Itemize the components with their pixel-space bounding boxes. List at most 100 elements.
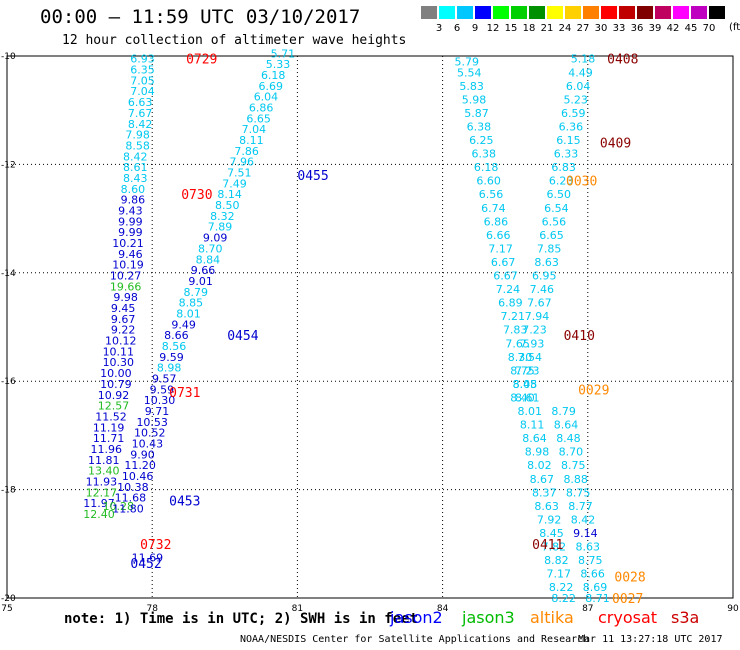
- color-scale-swatch: [493, 6, 510, 19]
- swh-value: 7.54: [517, 351, 542, 364]
- swh-value: 10.00: [100, 367, 132, 380]
- swh-value: 8.02: [527, 459, 552, 472]
- swh-value: 6.36: [559, 120, 584, 133]
- swh-value: 6.25: [469, 134, 494, 147]
- swh-value: 8.85: [179, 297, 204, 310]
- x-tick-label: 81: [292, 604, 303, 614]
- swh-value: 7.82: [542, 541, 567, 554]
- swh-value: 11.52: [95, 410, 127, 423]
- swh-value: 6.18: [474, 161, 499, 174]
- swh-value: 10.19: [112, 259, 144, 272]
- swh-value: 8.60: [121, 183, 146, 196]
- swh-value: 6.50: [547, 188, 572, 201]
- y-tick-label: -14: [1, 269, 16, 279]
- color-scale-tick: 18: [522, 23, 536, 34]
- swh-value: 6.59: [561, 107, 586, 120]
- swh-value: 6.74: [481, 202, 506, 215]
- swh-value: 10.27: [110, 270, 142, 283]
- swh-value: 9.90: [130, 448, 155, 461]
- y-tick-label: -12: [1, 160, 16, 170]
- swh-value: 8.75: [566, 486, 591, 499]
- swh-value: 5.54: [457, 66, 482, 79]
- page-title: 00:00 — 11:59 UTC 03/10/2017: [40, 6, 361, 28]
- swh-value: 9.09: [203, 232, 228, 245]
- swh-value: 8.71: [585, 592, 610, 605]
- swh-value: 8.22: [549, 581, 574, 594]
- y-tick-label: -18: [1, 486, 16, 496]
- swh-value: 8.42: [123, 150, 148, 163]
- swh-value: 6.69: [259, 80, 284, 93]
- swh-value: 9.57: [152, 372, 177, 385]
- swh-value: 7.96: [229, 156, 254, 169]
- swh-value: 6.86: [249, 101, 274, 114]
- swh-value: 8.66: [580, 568, 605, 581]
- color-scale-swatch: [511, 6, 528, 19]
- swh-value: 8.37: [532, 486, 557, 499]
- swh-value: 10.12: [105, 335, 137, 348]
- swh-value: 6.04: [254, 91, 279, 104]
- color-scale-swatch: [421, 6, 438, 19]
- x-tick-label: 78: [146, 604, 158, 614]
- color-scale-tick: 39: [648, 23, 662, 34]
- color-scale-swatch: [565, 6, 582, 19]
- swh-value: 5.33: [266, 58, 291, 71]
- pass-time-label: 0452: [130, 557, 161, 572]
- x-tick-label: 87: [582, 604, 593, 614]
- color-scale-swatch: [619, 6, 636, 19]
- swh-value: 5.98: [462, 93, 487, 106]
- x-tick-label: 75: [1, 604, 12, 614]
- color-scale-swatch: [457, 6, 474, 19]
- swh-value: 7.05: [130, 74, 155, 87]
- swh-value: 9.71: [145, 405, 170, 418]
- swh-value: 7.86: [234, 145, 259, 158]
- swh-value: 5.18: [571, 53, 596, 66]
- swh-value: 11.80: [112, 503, 144, 516]
- swh-value: 10.28: [103, 500, 135, 513]
- swh-value: 8.82: [544, 554, 569, 567]
- swh-value: 8.42: [571, 513, 596, 526]
- swh-value: 7.94: [525, 310, 550, 323]
- swh-value: 6.67: [491, 256, 516, 269]
- swh-value: 6.35: [130, 64, 155, 77]
- swh-value: 8.32: [210, 210, 235, 223]
- pass-time-label: 0454: [227, 329, 258, 344]
- swh-value: 7.89: [208, 221, 233, 234]
- swh-value: 8.43: [123, 172, 148, 185]
- swh-value: 8.11: [520, 419, 545, 432]
- swh-value: 11.19: [93, 421, 125, 434]
- swh-value: 9.49: [171, 318, 196, 331]
- swh-value: 8.22: [551, 592, 576, 605]
- color-scale-swatch: [637, 6, 654, 19]
- swh-value: 5.23: [563, 93, 588, 106]
- swh-value: 8.30: [508, 351, 533, 364]
- swh-value: 8.67: [530, 473, 555, 486]
- swh-value: 6.67: [493, 270, 518, 283]
- swh-value: 8.63: [534, 256, 559, 269]
- swh-value: 7.04: [242, 123, 267, 136]
- swh-value: 8.79: [184, 286, 209, 299]
- swh-value: 8.61: [515, 391, 540, 404]
- color-scale-swatch: [583, 6, 600, 19]
- y-tick-label: -16: [1, 377, 16, 387]
- swh-value: 8.64: [554, 419, 579, 432]
- color-scale-tick: 45: [684, 23, 698, 34]
- swh-value: 12.57: [98, 400, 130, 413]
- swh-value: 7.93: [520, 337, 545, 350]
- swh-value: 10.30: [103, 356, 135, 369]
- swh-value: 6.38: [471, 148, 496, 161]
- credit-text: NOAA/NESDIS Center for Satellite Applica…: [240, 634, 590, 645]
- swh-value: 6.63: [128, 96, 153, 109]
- legend-jason2: jason2: [390, 608, 443, 627]
- swh-value: 8.75: [578, 554, 603, 567]
- swh-value: 13.40: [88, 465, 120, 478]
- swh-value: 6.93: [130, 53, 155, 66]
- swh-value: 7.49: [222, 177, 247, 190]
- color-scale-tick: 21: [540, 23, 554, 34]
- swh-value: 11.97: [83, 497, 115, 510]
- swh-value: 8.88: [563, 473, 588, 486]
- pass-time-label: 0453: [169, 494, 200, 509]
- swh-value: 6.38: [467, 120, 492, 133]
- x-tick-label: 90: [727, 604, 739, 614]
